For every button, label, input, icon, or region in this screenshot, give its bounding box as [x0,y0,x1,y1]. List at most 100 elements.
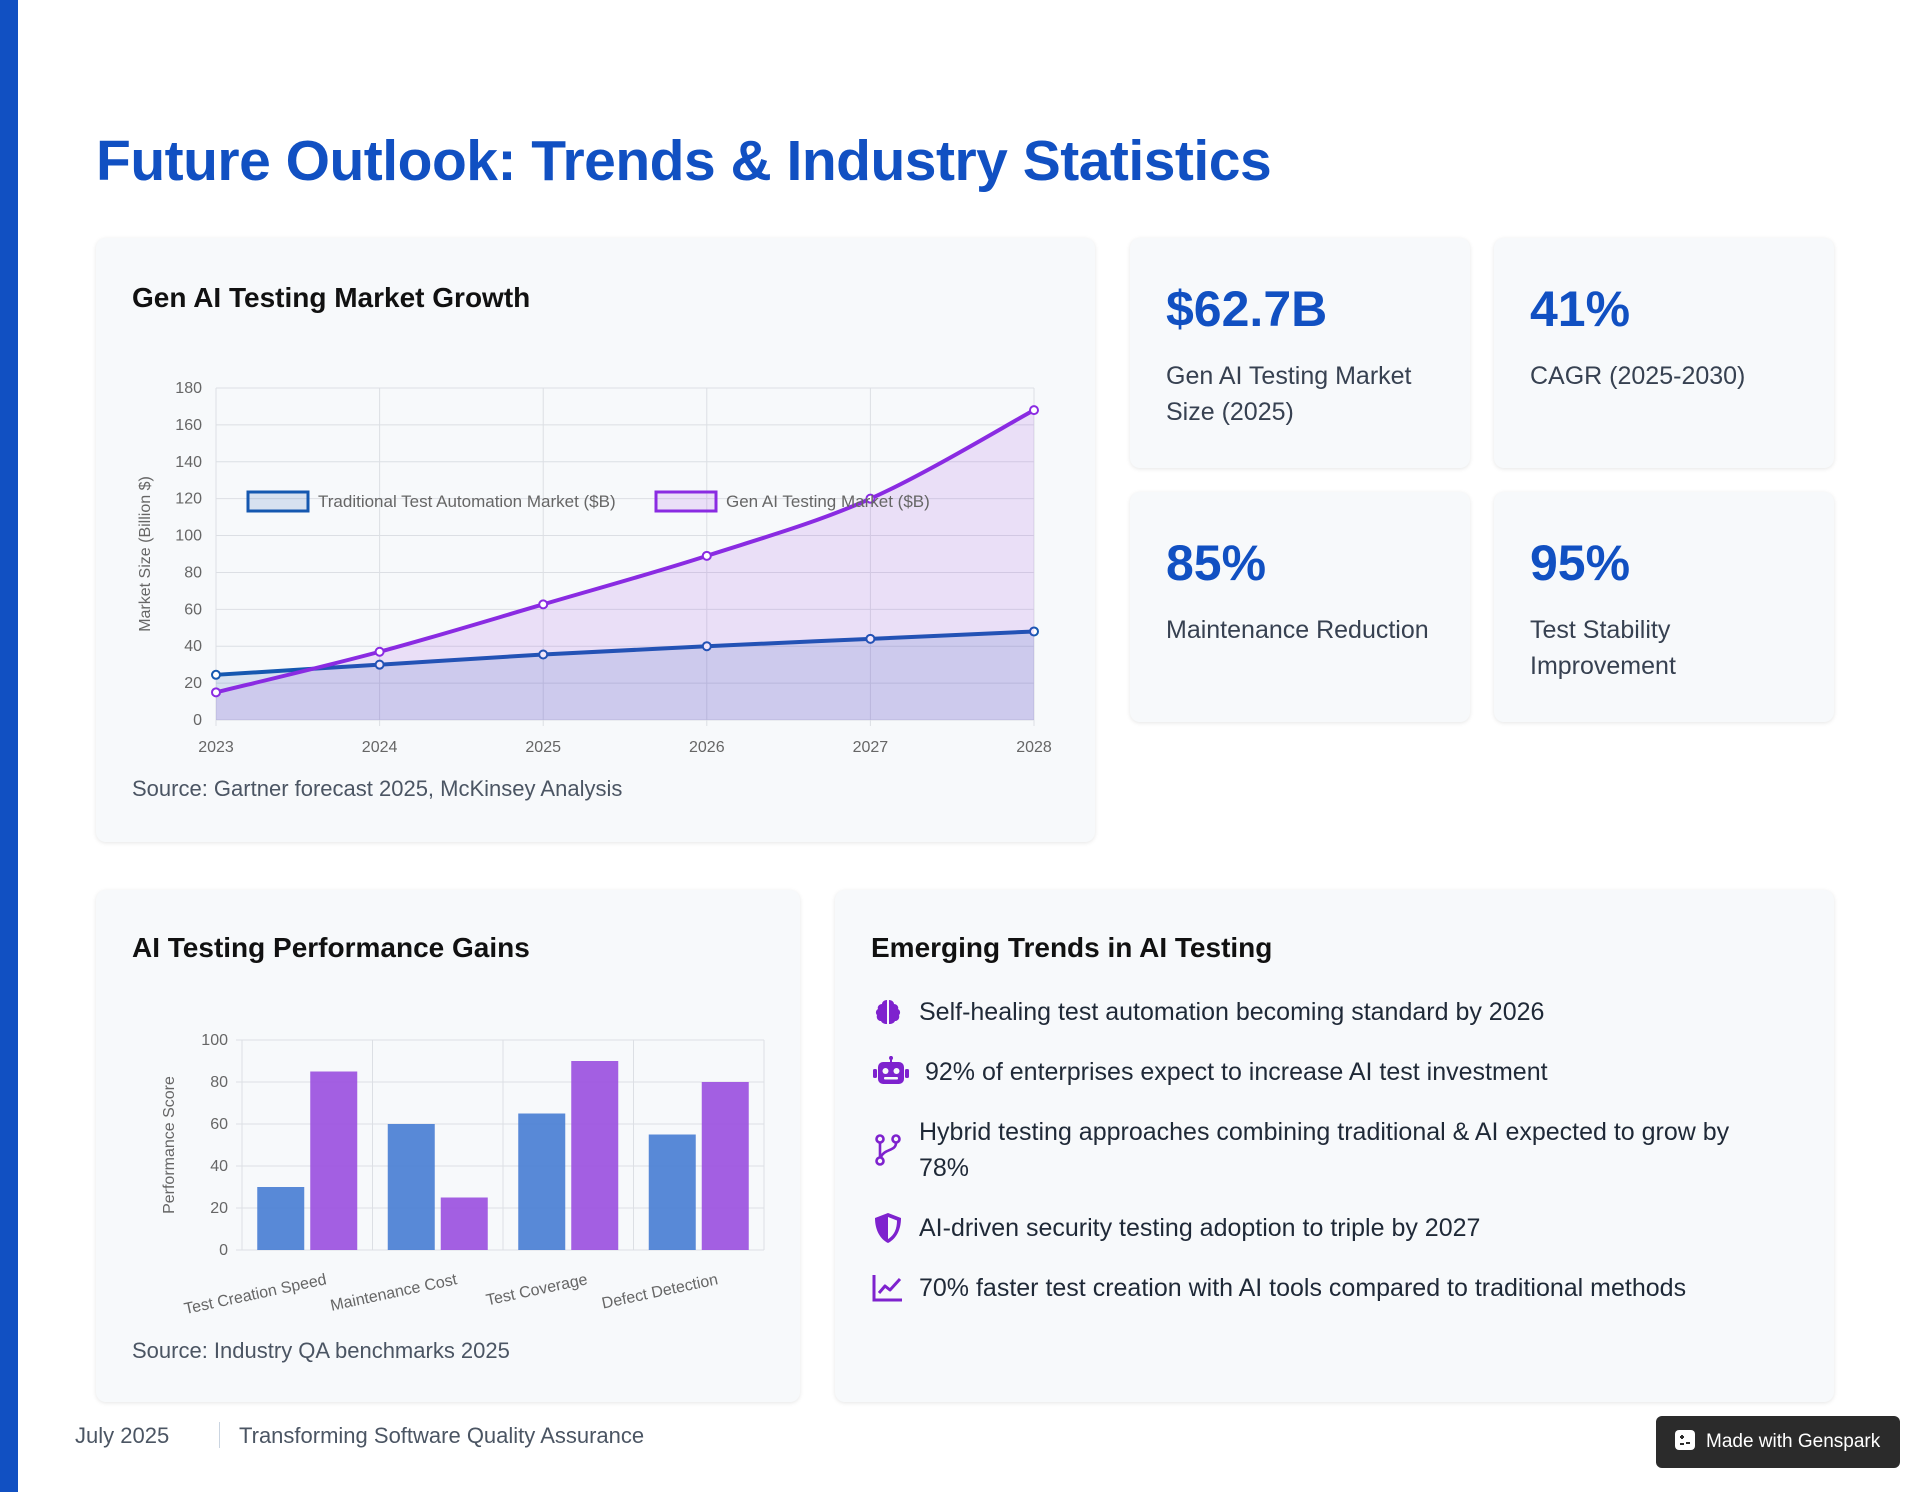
data-point [374,659,385,670]
series-area [216,631,1034,720]
stat-label: CAGR (2025-2030) [1530,362,1746,390]
page-title: Future Outlook: Trends & Industry Statis… [96,129,1272,193]
x-tick-label: 2027 [853,739,889,756]
y-tick-label: 20 [184,675,202,692]
x-tick-label: Test Creation Speed [183,1271,328,1318]
stat-value: 85% [1166,535,1267,591]
trend-text: AI-driven security testing adoption to t… [919,1214,1481,1242]
performance-gains-chart: 0 20 40 60 80 100 Performance Score Test Creati… [161,1032,765,1318]
y-tick-label: 40 [210,1158,228,1175]
x-tick-label: Defect Detection [600,1271,719,1312]
stat-card-market-size: $62.7B Gen AI Testing Market Size (2025) [1130,238,1470,468]
stat-value: $62.7B [1166,281,1328,337]
made-with-genspark-badge[interactable]: Made with Genspark [1656,1416,1900,1468]
stat-value: 95% [1530,535,1631,591]
y-tick-label: 160 [175,417,202,434]
trend-text: 70% faster test creation with AI tools c… [919,1274,1687,1302]
y-tick-label: 60 [184,601,202,618]
footer-date: July 2025 [75,1423,170,1448]
y-axis-label: Performance Score [161,1076,178,1214]
data-point [538,599,549,610]
footer-divider [219,1422,220,1448]
brain-icon [871,994,905,1030]
market-growth-title: Gen AI Testing Market Growth [132,282,531,313]
data-point [701,641,712,652]
y-tick-label: 100 [201,1032,228,1049]
market-growth-card: Gen AI Testing Market Growth 0 20 40 60 80 10… [96,238,1095,842]
shield-icon [871,1210,905,1246]
data-point [211,687,221,698]
bar [518,1113,566,1250]
x-tick-label: Maintenance Cost [329,1271,459,1315]
list-item: 70% faster test creation with AI tools c… [871,1270,1771,1306]
stat-card-maintenance: 85% Maintenance Reduction [1130,492,1470,722]
y-tick-label: 0 [193,712,202,729]
y-tick-label: 100 [175,528,202,545]
trend-text: 92% of enterprises expect to increase AI… [925,1058,1548,1086]
x-tick-label: 2024 [362,739,398,756]
bar [701,1082,749,1250]
y-tick-label: 40 [184,638,202,655]
accent-bar [0,0,18,1492]
performance-gains-source: Source: Industry QA benchmarks 2025 [132,1338,510,1363]
y-tick-label: 180 [175,380,202,397]
list-item: Hybrid testing approaches combining trad… [871,1114,1771,1186]
stat-card-cagr: 41% CAGR (2025-2030) [1494,238,1834,468]
data-point [211,669,221,680]
x-tick-label: 2025 [525,739,561,756]
badge-label: Made with Genspark [1706,1431,1881,1452]
bar [571,1061,619,1250]
legend-label: Gen AI Testing Market ($B) [726,492,930,511]
legend-swatch [246,490,310,513]
bar [257,1187,305,1250]
stat-label: Test Stability Improvement [1530,616,1676,680]
data-point [701,550,712,561]
bar [440,1197,488,1250]
genspark-logo-icon [1674,1429,1696,1456]
series-line [215,408,1035,695]
series-area [216,410,1034,720]
stat-label: Maintenance Reduction [1166,616,1429,644]
trend-text: Hybrid testing approaches combining trad… [919,1118,1730,1182]
bar [387,1124,435,1250]
footer-subtitle: Transforming Software Quality Assurance [239,1423,645,1448]
stat-value: 41% [1530,281,1631,337]
data-point [1029,405,1039,416]
performance-gains-card: AI Testing Performance Gains 0 20 40 60 80 10… [96,890,800,1402]
data-point [865,493,876,504]
x-tick-label: 2028 [1016,739,1052,756]
y-tick-label: 80 [184,564,202,581]
trend-list: Self-healing test automation becoming st… [871,994,1771,1330]
y-tick-label: 80 [210,1074,228,1091]
trend-text: Self-healing test automation becoming st… [919,998,1545,1026]
bar [648,1134,696,1250]
list-item: Self-healing test automation becoming st… [871,994,1771,1030]
list-item: 92% of enterprises expect to increase AI… [871,1054,1771,1090]
y-tick-label: 0 [219,1242,228,1259]
data-point [1029,626,1039,637]
x-tick-label: Test Coverage [485,1271,590,1309]
emerging-trends-card: Emerging Trends in AI Testing Self-heali… [835,890,1834,1402]
y-axis-label: Market Size (Billion $) [137,476,154,632]
data-point [865,633,876,644]
stat-card-stability: 95% Test Stability Improvement [1494,492,1834,722]
market-growth-source: Source: Gartner forecast 2025, McKinsey … [132,776,623,801]
bar [310,1071,358,1250]
stat-label: Gen AI Testing Market Size (2025) [1166,362,1412,426]
legend-swatch [654,490,718,513]
legend-label: Traditional Test Automation Market ($B) [318,492,616,511]
data-point [538,649,549,660]
x-tick-label: 2026 [689,739,725,756]
y-tick-label: 120 [175,491,202,508]
y-tick-label: 140 [175,454,202,471]
performance-gains-title: AI Testing Performance Gains [132,932,530,963]
x-tick-label: 2023 [198,739,234,756]
list-item: AI-driven security testing adoption to t… [871,1210,1771,1246]
series-line [215,629,1035,677]
market-growth-chart: 0 20 40 60 80 100 120 140 160 180 2023 2024 2025 2026… [137,380,1052,756]
data-point [374,646,385,657]
chart-line-icon [871,1270,905,1306]
y-tick-label: 60 [210,1116,228,1133]
code-branch-icon [871,1132,905,1168]
y-tick-label: 20 [210,1200,228,1217]
